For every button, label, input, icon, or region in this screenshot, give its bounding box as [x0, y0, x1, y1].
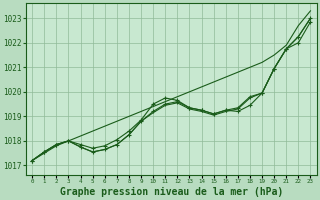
X-axis label: Graphe pression niveau de la mer (hPa): Graphe pression niveau de la mer (hPa)	[60, 186, 283, 197]
